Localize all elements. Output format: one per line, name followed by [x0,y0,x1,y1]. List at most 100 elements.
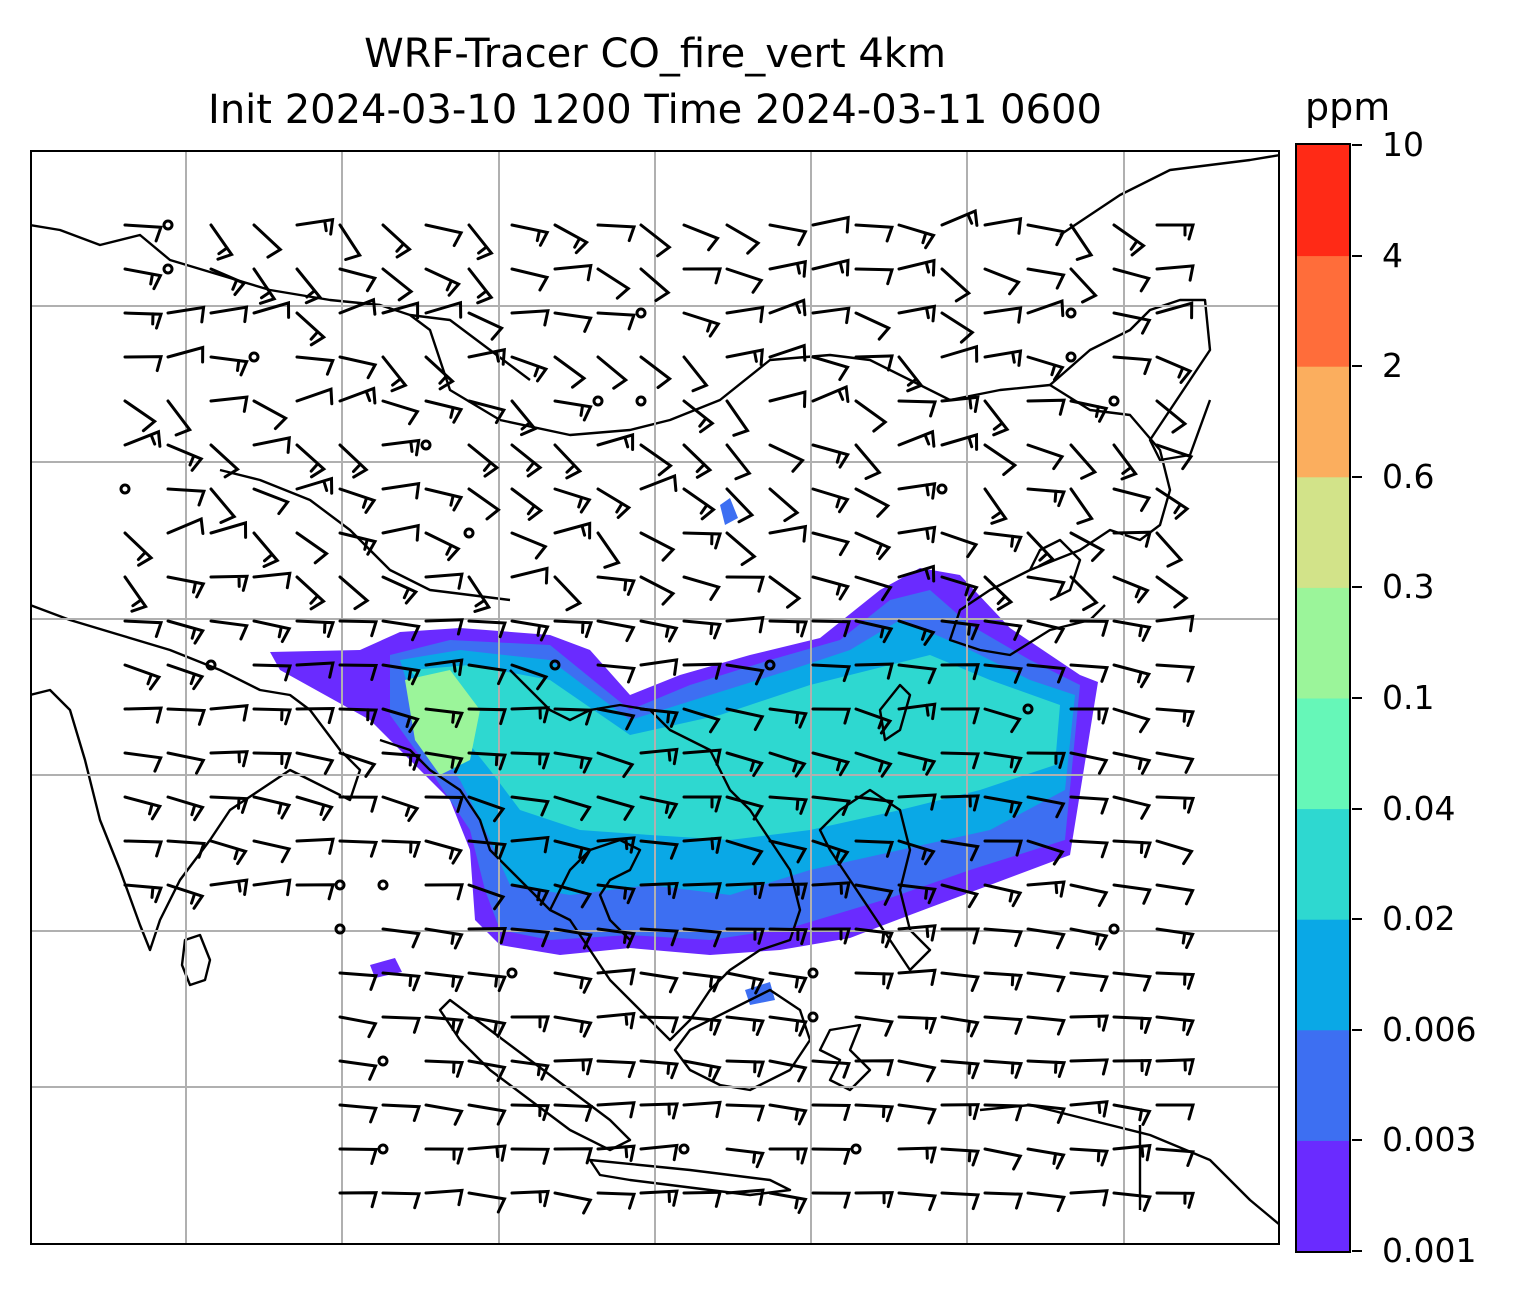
wind-barb [338,971,378,991]
colorbar-unit-label: ppm [1305,85,1391,129]
wind-barb [725,707,765,731]
wind-barb [639,839,679,860]
wind-barb [424,223,464,248]
wind-barb [940,1015,980,1038]
wind-barb [725,795,765,821]
wind-barb [854,971,895,990]
wind-barb [897,564,936,583]
wind-barb [1026,795,1066,819]
wind-barb [1026,575,1066,598]
wind-barb [510,566,549,585]
wind-barb [338,223,363,261]
plot-title-line1: WRF-Tracer CO_fire_vert 4km [364,31,946,77]
wind-barb [854,311,892,341]
wind-barb [725,1103,766,1122]
wind-barb [682,487,716,521]
wind-barb [123,311,164,330]
wind-barb [1155,971,1196,990]
colorbar-tick-label: 0.001 [1382,1231,1477,1270]
colorbar-swatch [1297,145,1349,257]
calm-wind-marker [635,395,647,407]
wind-barb [768,487,800,523]
wind-barb [295,619,336,638]
wind-barb [424,1147,464,1165]
wind-barb [768,751,807,778]
wind-barb [123,839,164,858]
wind-barb [467,619,507,639]
wind-barb [424,572,464,590]
plume-small-1 [720,498,738,525]
wind-barb [811,1103,852,1121]
wind-barb [252,707,293,726]
calm-wind-marker [592,395,604,407]
coast-new-guinea [979,1103,1280,1226]
wind-barb [424,531,461,562]
wind-barb [1112,487,1152,512]
wind-barb [553,263,593,282]
wind-barb [854,1015,894,1037]
wind-barb [553,223,590,255]
wind-barb [467,663,507,686]
wind-barb [983,1191,1024,1210]
wind-barb [596,927,636,949]
wind-barb [123,795,163,821]
calm-wind-marker [807,1011,819,1023]
colorbar-tick [1352,1028,1362,1031]
wind-barb [467,347,506,366]
wind-barb [1069,1147,1109,1167]
wind-barb [639,473,678,492]
calm-wind-marker [248,351,260,363]
wind-barb [983,399,1010,437]
wind-barb [1069,971,1109,992]
wind-barb [639,531,676,562]
wind-barb [510,487,544,521]
wind-barb [209,750,249,768]
wind-barb [1026,971,1066,993]
wind-barb [768,343,807,362]
wind-barb [811,258,850,277]
wind-barb [725,751,764,777]
wind-barb [596,1101,636,1119]
wind-barb [1069,1058,1109,1076]
wind-barb [1026,1015,1066,1036]
wind-barb [725,267,764,294]
wind-barb [381,267,414,302]
wind-barb [1026,267,1066,290]
calm-wind-marker [162,219,174,231]
wind-barb [252,663,293,682]
wind-barb [854,531,892,561]
wind-barb [338,839,379,858]
wind-barb [940,751,981,770]
wind-barb [596,883,636,905]
wind-barb [381,1103,422,1122]
wind-barb [1112,1058,1152,1076]
wind-barb [467,926,507,945]
wind-barb [553,883,593,909]
wind-barb [682,795,722,813]
wind-barb [768,259,807,278]
colorbar-swatch [1297,1140,1349,1251]
wind-barb [1112,795,1152,820]
wind-barb [811,795,851,816]
wind-barb [983,1103,1024,1122]
wind-barb [682,662,722,680]
wind-barb [682,1190,722,1208]
wind-barb [166,516,205,535]
colorbar-tick [1352,1250,1362,1252]
wind-barb [510,309,550,327]
wind-barb [682,748,722,766]
wind-barb [381,751,421,771]
wind-barb [381,523,420,542]
wind-barb [510,1147,550,1165]
wind-barb [1026,223,1066,247]
wind-barb [295,661,335,679]
wind-barb [768,1147,808,1165]
wind-barb [768,575,802,609]
wind-barb [596,1144,636,1162]
map-frame [30,150,1280,1245]
wind-barb [983,707,1022,734]
wind-barb [1155,575,1189,609]
calm-wind-marker [334,923,346,935]
wind-barb [768,619,809,638]
coast-sulawesi [818,1023,872,1092]
